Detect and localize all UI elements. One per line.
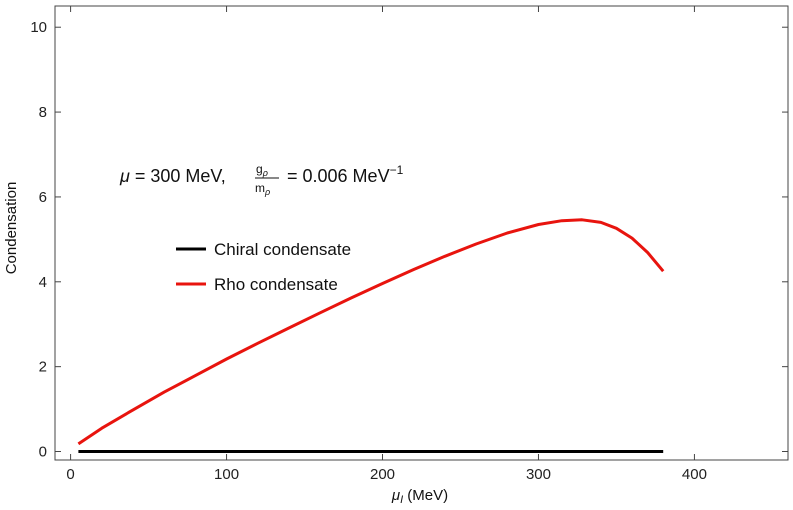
annotation-frac-num: g [256, 162, 263, 176]
y-axis-ticks: 0 2 4 6 8 10 [30, 19, 788, 461]
y-tick-label: 8 [39, 104, 47, 121]
x-axis-label: μI (MeV) [391, 487, 448, 506]
y-tick-label: 0 [39, 444, 47, 461]
legend-label-chiral: Chiral condensate [214, 240, 351, 259]
svg-text:= 0.006 MeV−1: = 0.006 MeV−1 [282, 163, 404, 186]
annotation-suffix-sup: −1 [390, 163, 404, 177]
series-line-rho [77, 218, 665, 446]
annotation-suffix: = 0.006 MeV [282, 166, 390, 186]
x-axis-label-unit: (MeV) [403, 487, 448, 504]
y-tick-label: 4 [39, 274, 47, 291]
y-tick-label: 10 [30, 19, 47, 36]
annotation-frac-num-sub: ρ [262, 168, 268, 178]
x-tick-label: 400 [682, 466, 707, 483]
annotation-frac-den: m [255, 181, 265, 195]
x-axis-label-symbol: μ [391, 487, 400, 504]
annotation-mu: μ [119, 166, 130, 186]
x-tick-label: 200 [370, 466, 395, 483]
x-tick-label: 100 [214, 466, 239, 483]
svg-text:μ = 300 MeV,: μ = 300 MeV, [119, 166, 231, 186]
y-axis-label: Condensation [3, 182, 20, 275]
y-tick-label: 6 [39, 189, 47, 206]
x-axis-ticks: 0 100 200 300 400 [66, 6, 707, 483]
x-tick-label: 300 [526, 466, 551, 483]
annotation-prefix: = 300 MeV, [130, 166, 231, 186]
y-tick-label: 2 [39, 359, 47, 376]
annotation: μ = 300 MeV, gρ mρ = 0.006 MeV−1 [119, 162, 404, 197]
x-tick-label: 0 [66, 466, 74, 483]
legend: Chiral condensate Rho condensate [176, 240, 351, 294]
svg-text:gρ: gρ [256, 162, 268, 178]
plot-frame [54, 5, 789, 461]
legend-label-rho: Rho condensate [214, 275, 338, 294]
series-layer [77, 218, 665, 453]
svg-text:mρ: mρ [255, 181, 270, 197]
x-axis-label-subscript: I [400, 494, 403, 506]
annotation-frac-den-sub: ρ [264, 187, 270, 197]
